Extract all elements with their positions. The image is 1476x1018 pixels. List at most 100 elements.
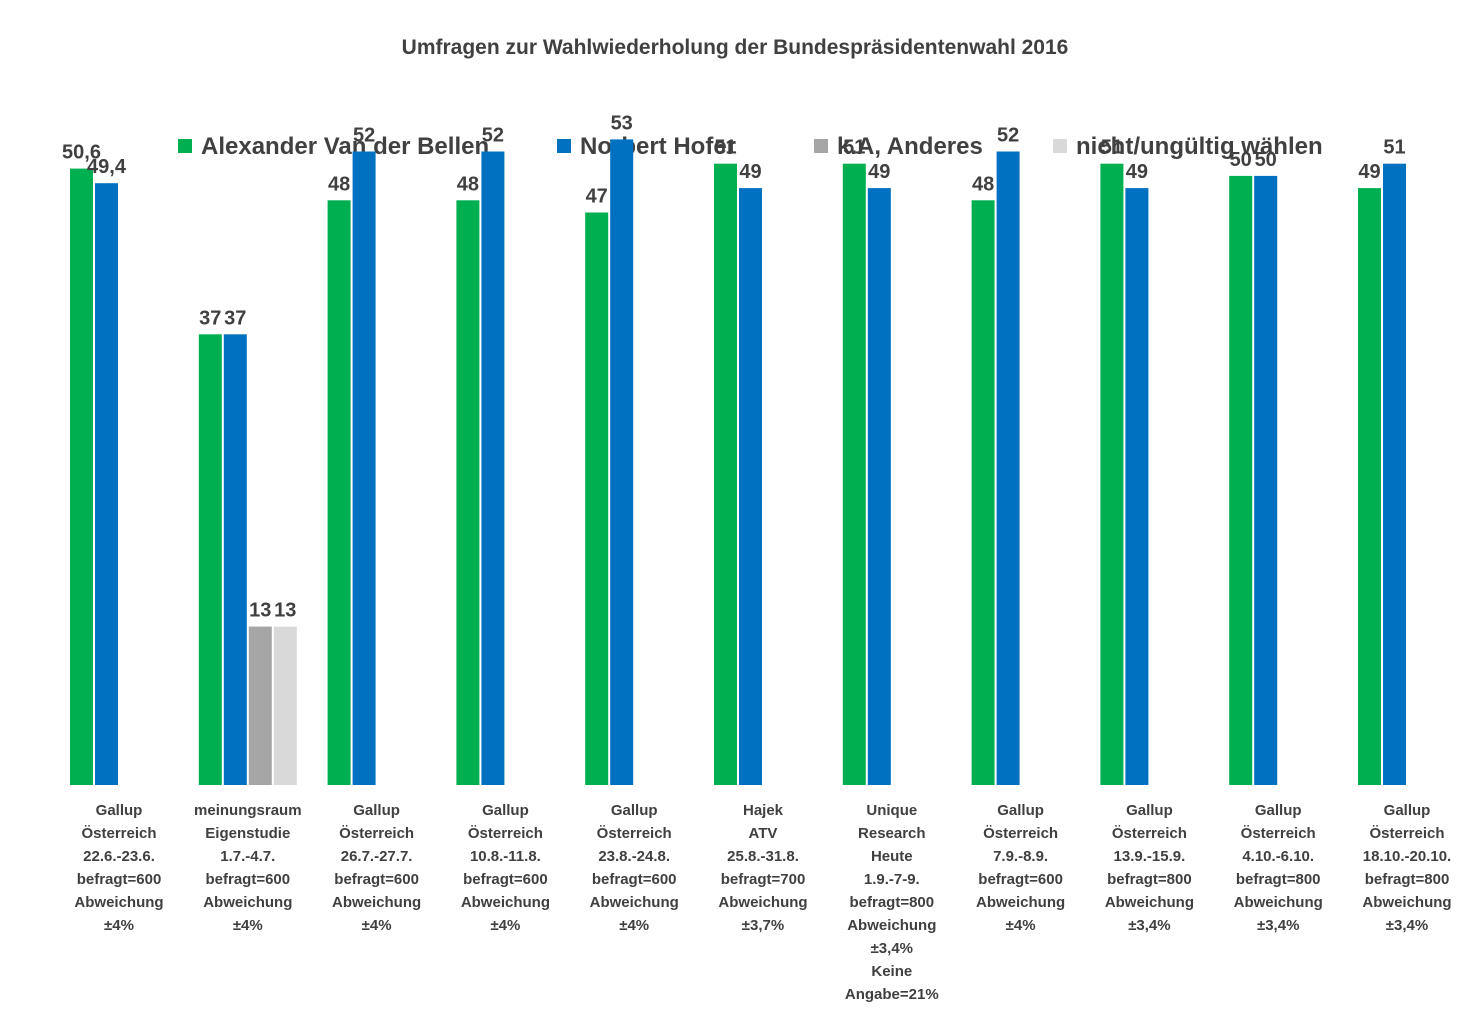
- bar-s1-c6: [714, 163, 737, 785]
- bar-s1-c5: [585, 212, 609, 785]
- bar-s1-c10: [1229, 175, 1253, 785]
- category-label-line: 22.6.-23.6.: [83, 848, 155, 865]
- data-label-s1-c2: 37: [199, 307, 221, 329]
- category-label-line: Unique: [866, 802, 917, 819]
- category-label-line: Abweichung: [976, 894, 1065, 911]
- bar-s2-c11: [1383, 163, 1406, 785]
- legend-swatch-1: [178, 139, 192, 153]
- category-label-line: ±3,4%: [1386, 917, 1428, 934]
- legend-swatch-3: [814, 139, 828, 153]
- data-label-s2-c9: 49: [1126, 161, 1148, 183]
- category-label-line: 10.8.-11.8.: [470, 848, 541, 865]
- bar-s2-c1: [95, 183, 118, 785]
- data-label-s2-c10: 50: [1255, 149, 1277, 171]
- category-label-line: befragt=800: [1107, 871, 1192, 888]
- category-label-2: meinungsraum Eigenstudie 1.7.-4.7. befragt=…: [194, 802, 302, 934]
- bars-group: [70, 139, 1406, 786]
- category-label-line: Gallup: [997, 802, 1044, 819]
- category-label-line: befragt=600: [334, 871, 419, 888]
- category-label-line: befragt=600: [463, 871, 548, 888]
- category-label-line: meinungsraum: [194, 802, 302, 819]
- bar-s3-c2: [248, 626, 272, 785]
- category-label-line: 23.8.-24.8.: [598, 848, 670, 865]
- category-label-6: Hajek ATV 25.8.-31.8. befragt=700 Abweichung…: [718, 802, 807, 934]
- legend-label-4: nicht/ungültig wählen: [1076, 133, 1323, 160]
- category-label-line: befragt=800: [1365, 871, 1450, 888]
- category-label-line: 26.7.-27.7.: [341, 848, 413, 865]
- category-label-line: Abweichung: [1362, 894, 1451, 911]
- category-label-line: Eigenstudie: [205, 825, 290, 842]
- data-label-s1-c4: 48: [457, 173, 479, 195]
- category-label-line: ±4%: [362, 917, 392, 934]
- category-label-line: ±3,4%: [871, 940, 913, 957]
- data-label-s1-c10: 50: [1230, 149, 1252, 171]
- category-label-line: Österreich: [468, 825, 543, 842]
- data-label-s2-c7: 49: [868, 161, 890, 183]
- category-label-line: Research: [858, 825, 926, 842]
- category-label-7: Unique Research Heute 1.9.-7-9. befragt=800 A…: [845, 802, 939, 1003]
- bar-s4-c2: [273, 626, 297, 785]
- data-label-s2-c6: 49: [739, 161, 761, 183]
- category-label-line: 25.8.-31.8.: [727, 848, 799, 865]
- data-label-s4-c2: 13: [274, 600, 296, 622]
- category-label-line: Österreich: [81, 825, 156, 842]
- category-label-line: Abweichung: [461, 894, 550, 911]
- bar-s2-c6: [739, 188, 762, 786]
- category-label-line: befragt=700: [721, 871, 806, 888]
- category-label-line: Österreich: [983, 825, 1058, 842]
- data-label-s3-c2: 13: [249, 600, 271, 622]
- category-label-line: Abweichung: [203, 894, 292, 911]
- bar-s1-c8: [971, 200, 995, 786]
- category-label-line: 1.9.-7-9.: [864, 871, 920, 888]
- category-label-line: Abweichung: [718, 894, 807, 911]
- category-label-line: Heute: [871, 848, 913, 865]
- category-label-line: Abweichung: [590, 894, 679, 911]
- category-label-line: Gallup: [353, 802, 400, 819]
- category-label-line: Hajek: [743, 802, 784, 819]
- category-labels-group: Gallup Österreich 22.6.-23.6. befragt=600 Ab…: [74, 802, 1451, 1003]
- category-label-line: Abweichung: [1234, 894, 1323, 911]
- legend-swatch-4: [1053, 139, 1067, 153]
- category-label-line: ±3,4%: [1128, 917, 1170, 934]
- category-label-line: befragt=800: [1236, 871, 1321, 888]
- category-label-line: 7.9.-8.9.: [993, 848, 1048, 865]
- category-label-line: ±4%: [619, 917, 649, 934]
- category-label-line: ±4%: [490, 917, 520, 934]
- category-label-10: Gallup Österreich 4.10.-6.10. befragt=800 Ab…: [1234, 802, 1323, 934]
- data-label-s2-c8: 52: [997, 125, 1019, 147]
- category-label-3: Gallup Österreich 26.7.-27.7. befragt=600 Ab…: [332, 802, 421, 934]
- category-label-line: Abweichung: [74, 894, 163, 911]
- category-label-line: Abweichung: [1105, 894, 1194, 911]
- category-label-line: Gallup: [1255, 802, 1302, 819]
- category-label-line: Österreich: [1241, 825, 1316, 842]
- category-label-line: Angabe=21%: [845, 986, 939, 1003]
- data-label-s1-c8: 48: [972, 173, 994, 195]
- bar-s2-c5: [610, 139, 634, 785]
- data-label-s1-c6: 51: [714, 137, 736, 159]
- category-label-line: Keine: [871, 963, 912, 980]
- category-label-line: ±4%: [104, 917, 134, 934]
- category-label-line: Österreich: [1369, 825, 1444, 842]
- bar-s1-c4: [456, 200, 480, 786]
- legend-label-2: Norbert Hofer: [580, 133, 736, 160]
- data-label-s1-c5: 47: [586, 186, 608, 208]
- data-label-s2-c1: 49,4: [87, 156, 127, 178]
- bar-s1-c11: [1358, 188, 1381, 786]
- category-label-11: Gallup Österreich 18.10.-20.10. befragt=800…: [1362, 802, 1451, 934]
- bar-s2-c2: [223, 334, 247, 785]
- category-label-line: Österreich: [1112, 825, 1187, 842]
- category-label-line: 1.7.-4.7.: [220, 848, 275, 865]
- bar-s2-c4: [481, 151, 505, 785]
- category-label-line: Österreich: [597, 825, 672, 842]
- category-label-line: Österreich: [339, 825, 414, 842]
- category-label-line: befragt=800: [849, 894, 934, 911]
- bar-s1-c2: [198, 334, 222, 785]
- bar-s2-c10: [1254, 175, 1278, 785]
- bar-s2-c7: [867, 188, 891, 786]
- category-label-9: Gallup Österreich 13.9.-15.9. befragt=800 Ab…: [1105, 802, 1194, 934]
- category-label-line: 13.9.-15.9.: [1114, 848, 1186, 865]
- bar-s2-c8: [996, 151, 1020, 785]
- legend: Alexander Van der Bellen Norbert Hofer k.A…: [178, 133, 1323, 160]
